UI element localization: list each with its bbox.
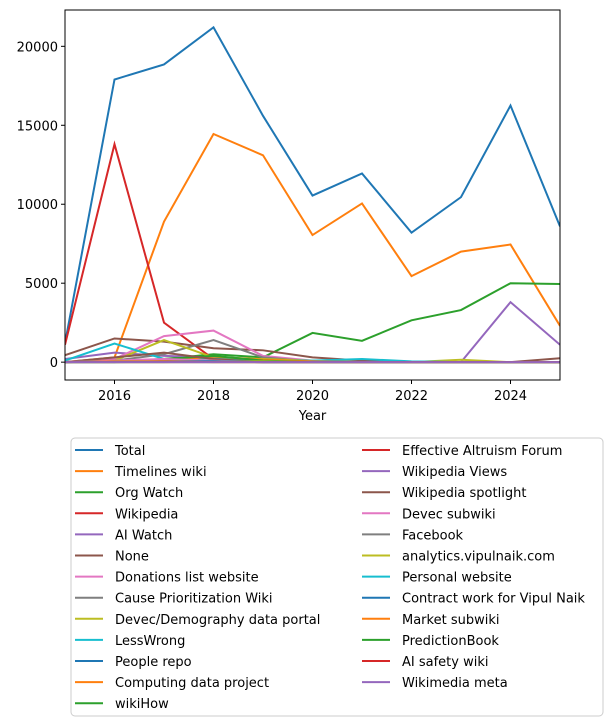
x-tick-label: 2016 [98,389,131,404]
legend-label: AI Watch [115,528,172,543]
legend-label: None [115,550,149,565]
legend-label: Wikipedia Views [402,465,507,480]
legend-label: Total [114,444,145,459]
y-tick-label: 20000 [17,40,58,55]
legend-label: Wikimedia meta [402,676,508,691]
y-tick-label: 10000 [17,198,58,213]
legend-label: AI safety wiki [402,655,488,670]
x-axis-label: Year [298,409,327,424]
legend-label: Org Watch [115,486,183,501]
legend-label: Effective Altruism Forum [402,444,562,459]
legend-label: Contract work for Vipul Naik [402,592,585,607]
x-tick-label: 2018 [197,389,230,404]
legend-label: People repo [115,655,192,670]
x-tick-label: 2024 [494,389,527,404]
series-line-3 [65,140,560,364]
series-line-1 [65,132,560,364]
legend-label: Cause Prioritization Wiki [115,592,273,607]
series-line-0 [65,25,560,344]
legend-label: Donations list website [115,571,259,586]
legend-label: wikiHow [115,697,169,712]
legend-label: Facebook [402,528,464,543]
legend-label: Market subwiki [402,613,499,628]
legend-label: Devec/Demography data portal [115,613,320,628]
legend-label: Wikipedia [115,507,178,522]
y-tick-label: 0 [50,356,58,371]
legend-label: Wikipedia spotlight [402,486,526,501]
legend-label: Timelines wiki [114,465,207,480]
legend-label: LessWrong [115,634,185,649]
legend-label: analytics.vipulnaik.com [402,550,555,565]
legend-label: PredictionBook [402,634,499,649]
legend-label: Computing data project [115,676,269,691]
y-tick-label: 5000 [25,277,58,292]
legend-label: Personal website [402,571,512,586]
y-tick-label: 15000 [17,119,58,134]
legend [70,437,604,717]
legend-label: Devec subwiki [402,507,496,522]
x-tick-label: 2022 [395,389,428,404]
x-tick-label: 2020 [296,389,329,404]
